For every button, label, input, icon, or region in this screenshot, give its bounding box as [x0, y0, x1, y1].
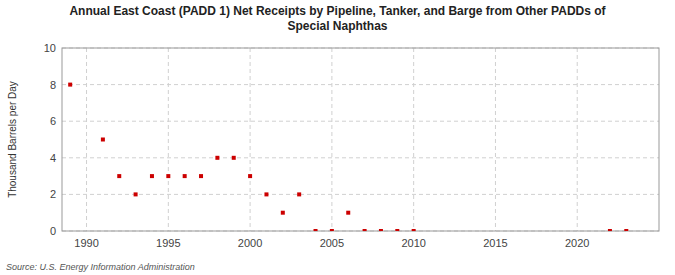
point: [314, 229, 318, 231]
point: [379, 229, 383, 231]
point: [117, 174, 121, 178]
y-tick-label: 8: [50, 79, 56, 91]
y-tick-label: 4: [50, 152, 56, 164]
x-grid-line: [331, 48, 332, 231]
point: [232, 156, 236, 160]
point: [412, 229, 416, 231]
point: [101, 138, 105, 142]
y-tick-label: 6: [50, 115, 56, 127]
point: [608, 229, 612, 231]
grid: [62, 48, 659, 231]
x-grid-line: [250, 48, 251, 231]
x-grid-line: [86, 48, 87, 231]
point: [134, 192, 138, 196]
y-axis-label: Thousand Barrels per Day: [7, 81, 18, 198]
point: [330, 229, 334, 231]
axes: 0 2 4 6 8 10 1990 1995 2000 2005 2010 2015 2020: [44, 42, 659, 249]
plot-frame: [62, 48, 659, 231]
chart-container: Annual East Coast (PADD 1) Net Receipts …: [0, 0, 675, 275]
point: [150, 174, 154, 178]
title-line: Annual East Coast (PADD 1) Net Receipts …: [69, 4, 606, 18]
point: [68, 83, 72, 87]
point: [346, 211, 350, 215]
point: [183, 174, 187, 178]
x-grid-line: [168, 48, 169, 231]
point: [248, 174, 252, 178]
point: [395, 229, 399, 231]
y-tick-label: 10: [44, 42, 56, 54]
x-grid-line: [413, 48, 414, 231]
point: [297, 192, 301, 196]
point: [199, 174, 203, 178]
x-tick-label: 2020: [565, 237, 589, 249]
points: [68, 83, 628, 231]
point: [624, 229, 628, 231]
x-tick-label: 2010: [401, 237, 425, 249]
y-tick-label: 2: [50, 188, 56, 200]
point: [166, 174, 170, 178]
y-tick-label: 0: [50, 225, 56, 237]
chart-svg: Annual East Coast (PADD 1) Net Receipts …: [0, 0, 675, 275]
point: [281, 211, 285, 215]
y-grid-line: [62, 157, 659, 158]
title-line: Special Naphthas: [287, 19, 387, 33]
point: [264, 192, 268, 196]
y-grid-line: [62, 121, 659, 122]
point: [363, 229, 367, 231]
x-tick-label: 2000: [238, 237, 262, 249]
source-note: Source: U.S. Energy Information Administ…: [6, 262, 195, 272]
chart-title: Annual East Coast (PADD 1) Net Receipts …: [69, 4, 606, 33]
y-grid-line: [62, 194, 659, 195]
x-grid-line: [495, 48, 496, 231]
x-tick-label: 2015: [483, 237, 507, 249]
x-tick-label: 1990: [74, 237, 98, 249]
y-grid-line: [62, 84, 659, 85]
x-tick-label: 2005: [320, 237, 344, 249]
point: [215, 156, 219, 160]
x-grid-line: [577, 48, 578, 231]
x-tick-label: 1995: [156, 237, 180, 249]
